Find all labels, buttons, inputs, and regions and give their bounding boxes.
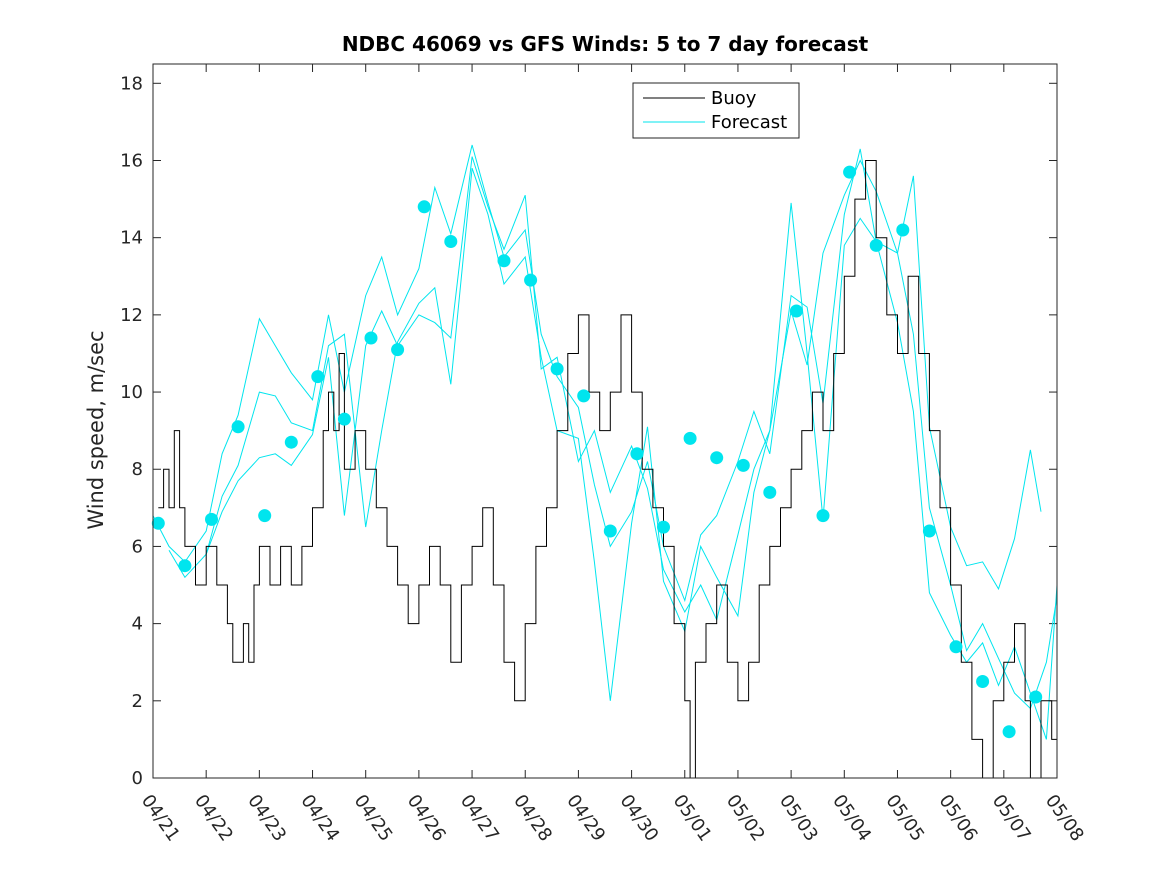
forecast-marker (736, 458, 750, 472)
y-tick-label: 2 (132, 691, 143, 712)
forecast-marker (843, 165, 857, 179)
forecast-marker (497, 254, 511, 268)
forecast-marker (869, 238, 883, 252)
forecast-marker (178, 559, 192, 573)
forecast-marker (205, 512, 218, 526)
forecast-marker (577, 389, 591, 403)
y-tick-label: 6 (132, 536, 143, 557)
forecast-marker (364, 331, 378, 345)
forecast-marker (417, 200, 431, 214)
forecast-marker (444, 235, 458, 248)
forecast-marker (922, 524, 936, 538)
forecast-marker (524, 273, 538, 287)
forecast-marker (1029, 690, 1043, 704)
y-tick-label: 18 (120, 73, 143, 94)
forecast-marker (231, 420, 245, 434)
forecast-marker (710, 451, 724, 465)
y-tick-label: 0 (132, 768, 143, 789)
plot-area-frame (152, 63, 1058, 779)
forecast-run-line (168, 168, 1057, 740)
forecast-marker (311, 370, 325, 384)
legend: Buoy Forecast (632, 82, 800, 139)
forecast-marker (391, 343, 405, 357)
y-tick-label: 12 (120, 305, 143, 326)
forecast-marker (763, 485, 777, 499)
forecast-marker (630, 447, 644, 461)
forecast-marker (976, 675, 990, 688)
forecast-marker (603, 524, 617, 538)
forecast-marker (949, 640, 963, 654)
forecast-marker (896, 223, 910, 237)
forecast-marker (258, 509, 272, 523)
forecast-marker (151, 516, 165, 530)
y-tick-label: 4 (132, 614, 143, 635)
y-tick-label: 16 (120, 150, 143, 171)
buoy-line (158, 160, 1057, 778)
forecast-marker (816, 509, 830, 523)
forecast-marker (1002, 725, 1016, 739)
chart-title: NDBC 46069 vs GFS Winds: 5 to 7 day fore… (342, 32, 869, 56)
legend-forecast-label: Forecast (711, 112, 787, 133)
y-tick-label: 8 (132, 459, 143, 480)
forecast-marker (550, 362, 564, 376)
forecast-marker (683, 431, 697, 445)
y-axis-label: Wind speed, m/sec (84, 330, 108, 529)
forecast-run-line (205, 156, 1057, 710)
legend-buoy-label: Buoy (711, 88, 757, 109)
forecast-run-line (153, 144, 1042, 603)
legend-box (632, 82, 800, 139)
y-tick-label: 10 (120, 382, 143, 403)
y-tick-label: 14 (120, 228, 143, 249)
forecast-marker (337, 412, 351, 426)
forecast-marker (284, 435, 298, 449)
forecast-marker (789, 304, 803, 318)
forecast-marker (657, 520, 670, 534)
